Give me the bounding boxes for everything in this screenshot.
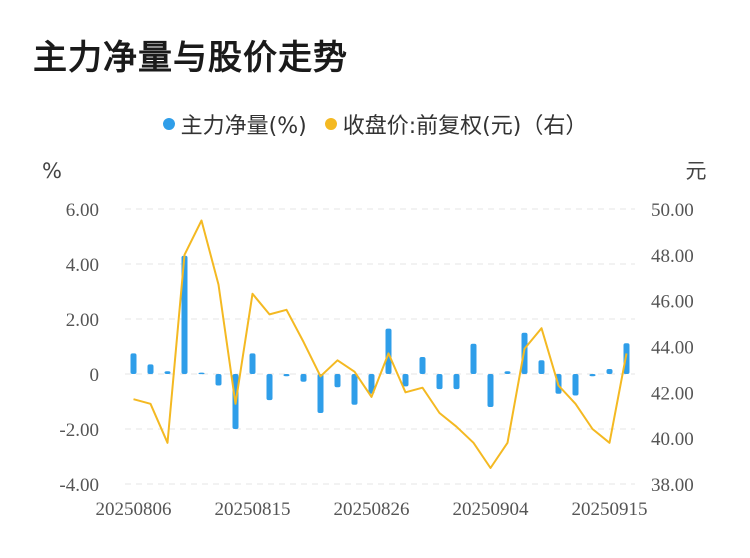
x-tick-label: 20250815 bbox=[215, 499, 291, 520]
right-tick-label: 40.00 bbox=[651, 429, 694, 450]
x-tick-label: 20250904 bbox=[453, 499, 530, 520]
bar bbox=[181, 255, 188, 374]
bar bbox=[130, 353, 137, 374]
bar bbox=[334, 374, 341, 388]
bar bbox=[572, 374, 579, 396]
x-tick-label: 20250826 bbox=[334, 499, 410, 520]
axis-labels: 6.00 4.00 2.00 0 -2.00 -4.00 50.00 48.00 46.00 44… bbox=[59, 200, 693, 520]
x-tick-label: 20250806 bbox=[96, 499, 172, 520]
price-line bbox=[133, 219, 628, 469]
bar bbox=[283, 374, 290, 377]
bar bbox=[351, 374, 358, 405]
left-tick-label: 6.00 bbox=[66, 200, 99, 221]
left-tick-label: 4.00 bbox=[66, 255, 99, 276]
bar bbox=[504, 371, 511, 374]
bar bbox=[266, 374, 273, 401]
right-tick-label: 42.00 bbox=[651, 383, 694, 404]
bar bbox=[589, 374, 596, 377]
legend-bar-label: 主力净量(%) bbox=[180, 114, 307, 139]
x-tick-label: 20250915 bbox=[572, 499, 648, 520]
legend-bar-dot-icon bbox=[162, 118, 175, 130]
right-tick-label: 50.00 bbox=[651, 200, 694, 221]
bar bbox=[368, 374, 375, 394]
legend-line-dot-icon bbox=[324, 118, 337, 130]
bar bbox=[436, 374, 443, 390]
right-tick-label: 44.00 bbox=[651, 338, 694, 359]
bar bbox=[385, 328, 392, 374]
bar-series bbox=[130, 255, 630, 429]
left-tick-label: -4.00 bbox=[59, 475, 99, 496]
legend-line-label: 收盘价:前复权(元)（右） bbox=[342, 114, 588, 139]
right-tick-label: 38.00 bbox=[651, 475, 694, 496]
bar bbox=[215, 374, 222, 386]
left-tick-label: 2.00 bbox=[66, 310, 99, 331]
bar bbox=[419, 356, 426, 374]
bar bbox=[317, 374, 324, 414]
bar bbox=[606, 369, 613, 374]
bar bbox=[470, 343, 477, 374]
bar bbox=[487, 374, 494, 407]
bar bbox=[249, 353, 256, 374]
bar bbox=[300, 374, 307, 382]
left-axis-unit: % bbox=[42, 159, 62, 183]
page-title: 主力净量与股价走势 bbox=[33, 38, 348, 78]
grid-layer bbox=[125, 208, 635, 485]
chart-legend: 主力净量(%) 收盘价:前复权(元)（右） bbox=[0, 108, 750, 140]
bar bbox=[453, 374, 460, 390]
legend-item-bar[interactable]: 主力净量(%) bbox=[162, 108, 307, 140]
bar bbox=[538, 360, 545, 374]
legend-item-line[interactable]: 收盘价:前复权(元)（右） bbox=[324, 108, 588, 140]
right-axis-unit: 元 bbox=[686, 159, 707, 183]
bar bbox=[198, 372, 205, 375]
right-tick-label: 46.00 bbox=[651, 292, 694, 313]
bar bbox=[147, 364, 154, 374]
right-tick-label: 48.00 bbox=[651, 246, 694, 267]
bar bbox=[164, 371, 171, 374]
bar bbox=[402, 374, 409, 387]
line-series bbox=[133, 219, 628, 469]
left-tick-label: -2.00 bbox=[59, 420, 99, 441]
left-tick-label: 0 bbox=[90, 365, 100, 386]
